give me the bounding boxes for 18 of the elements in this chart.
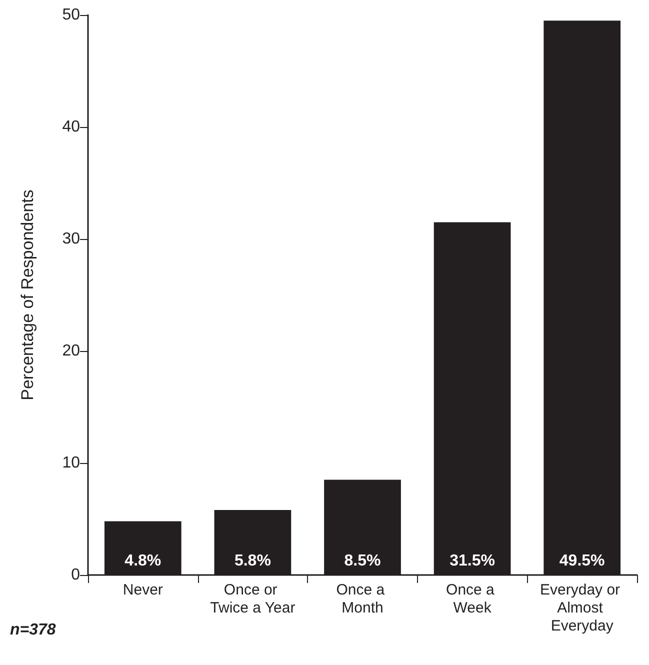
text: n=378: [10, 622, 56, 638]
data-label: 8.5%: [344, 552, 381, 570]
x-tick-label: Once a Week: [446, 582, 499, 616]
y-tick-label: 20: [62, 342, 80, 360]
y-tick-label: 30: [62, 230, 80, 248]
y-tick-label: 50: [62, 6, 80, 24]
x-tick-label: Once a Month: [336, 582, 389, 616]
x-tick-label: Once or Twice a Year: [210, 582, 296, 616]
y-tick-label: 0: [71, 566, 80, 584]
data-label: 49.5%: [559, 552, 605, 570]
y-tick-label: 10: [62, 454, 80, 472]
x-tick-label: Never: [122, 582, 163, 598]
data-label: 5.8%: [234, 552, 271, 570]
data-label: 4.8%: [124, 552, 162, 570]
data-label: 31.5%: [450, 552, 495, 570]
y-tick-label: 40: [62, 118, 80, 136]
y-axis-title: Percentage of Respondents: [18, 190, 37, 400]
x-tick-label: Everyday or Almost Everyday: [540, 582, 624, 634]
